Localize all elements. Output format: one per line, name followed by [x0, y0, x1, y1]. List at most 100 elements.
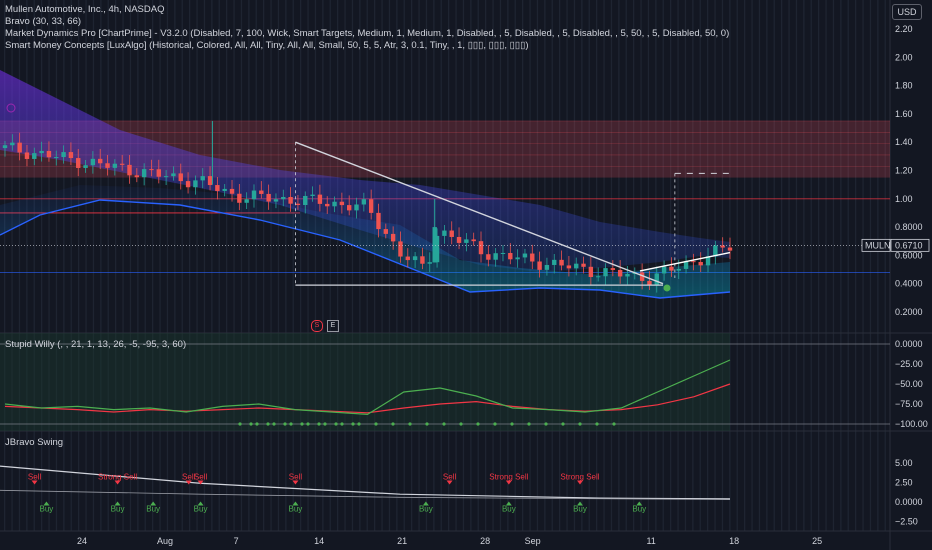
chart-title: Mullen Automotive, Inc., 4h, NASDAQ — [5, 4, 165, 15]
session-stripe — [803, 0, 805, 531]
candle-body — [515, 257, 520, 260]
time-tick-label: Aug — [157, 536, 173, 546]
willy-tick-label: −100.00 — [895, 419, 928, 429]
candle-body — [559, 259, 564, 266]
willy-dot — [351, 422, 355, 426]
candle-body — [76, 158, 81, 168]
pane2-title[interactable]: Stupid Willy (, , 21, 1, 13, 26, -5, -95… — [5, 339, 187, 350]
candle-body — [32, 153, 37, 159]
candle-body — [398, 241, 403, 257]
sell-label: Sell — [182, 473, 196, 482]
sell-label: Sell — [289, 473, 303, 482]
willy-dot — [561, 422, 565, 426]
candle-body — [237, 193, 242, 203]
signal-circle — [6, 103, 16, 113]
session-stripe — [640, 0, 642, 531]
session-stripe — [55, 0, 58, 531]
candle-body — [625, 274, 630, 277]
price-tag-box — [890, 238, 930, 252]
session-start-marker[interactable]: S — [311, 320, 323, 332]
candle-body — [412, 256, 418, 261]
candle-body — [427, 262, 432, 264]
swing-line-2 — [0, 489, 731, 501]
rising-line — [639, 251, 731, 272]
session-stripe — [166, 0, 169, 531]
sell-label: Strong Sell — [560, 473, 599, 482]
sell-marker — [446, 480, 453, 485]
swing-tick-label: 5.00 — [895, 458, 913, 468]
sell-label: Sell — [443, 473, 457, 482]
indicator-smc[interactable]: Smart Money Concepts [LuxAlgo] (Historic… — [5, 40, 529, 51]
willy-dot — [323, 422, 327, 426]
willy-dot — [289, 422, 293, 426]
candle-body — [552, 259, 557, 265]
buy-marker — [422, 501, 429, 506]
candle-body — [251, 190, 257, 200]
candle-body — [193, 180, 198, 188]
candle-body — [10, 142, 15, 146]
candle-body — [24, 152, 30, 159]
sell-marker — [114, 480, 121, 485]
candle-body — [266, 193, 271, 202]
candle-body — [647, 280, 652, 285]
willy-dot — [493, 422, 497, 426]
candle-body — [281, 196, 286, 200]
candle-body — [654, 273, 659, 285]
candle-body — [478, 241, 484, 255]
session-stripe — [196, 0, 198, 531]
candle-body — [713, 245, 718, 257]
session-stripe — [840, 0, 842, 531]
candle-body — [544, 264, 550, 270]
session-stripe — [884, 0, 886, 531]
session-stripe — [396, 0, 398, 531]
candle-body — [259, 190, 264, 194]
session-stripe — [48, 0, 50, 531]
willy-dot — [300, 422, 304, 426]
session-stripe — [869, 0, 872, 531]
candle-body — [361, 199, 367, 205]
willy-dot — [544, 422, 548, 426]
session-stripe — [359, 0, 361, 531]
time-tick-label: 7 — [234, 536, 239, 546]
buy-label: Buy — [289, 505, 303, 514]
sell-label: Strong Sell — [489, 473, 528, 482]
currency-button[interactable]: USD — [892, 4, 922, 20]
candle-body — [215, 185, 220, 191]
trend-cloud — [0, 70, 730, 272]
session-end-marker[interactable]: E — [327, 320, 339, 332]
candle-body — [244, 199, 249, 203]
candle-body — [273, 199, 279, 202]
session-stripe — [337, 0, 339, 531]
session-stripe — [344, 0, 346, 531]
indicator-bravo[interactable]: Bravo (30, 33, 66) — [5, 16, 82, 27]
candle-body — [420, 256, 425, 264]
session-stripe — [314, 0, 317, 531]
candle-body — [54, 157, 59, 159]
buy-label: Buy — [419, 505, 433, 514]
session-stripe — [307, 0, 309, 531]
sell-marker — [505, 480, 512, 485]
candle-body — [486, 254, 491, 260]
candle-body — [537, 261, 542, 270]
candle-body — [68, 152, 74, 159]
candle-body — [449, 230, 454, 237]
buy-label: Buy — [573, 505, 587, 514]
candle-body — [405, 256, 410, 261]
price-tick-label: 0.4000 — [895, 279, 923, 289]
candle-body — [661, 266, 667, 274]
buy-marker — [43, 501, 50, 506]
willy-dot — [578, 422, 582, 426]
time-tick-label: 24 — [77, 536, 87, 546]
candle-body — [149, 169, 154, 171]
sell-label: Sell — [28, 473, 42, 482]
session-stripe — [773, 0, 775, 531]
buy-marker — [292, 501, 299, 506]
indicator-market-dynamics[interactable]: Market Dynamics Pro [ChartPrime] - V3.2.… — [5, 28, 730, 39]
pane3-title[interactable]: JBravo Swing — [5, 437, 64, 448]
willy-tick-label: 0.0000 — [895, 339, 923, 349]
candle-body — [691, 261, 696, 263]
price-tick-label: 0.6000 — [895, 250, 923, 260]
candle-body — [669, 266, 674, 271]
candle-body — [456, 236, 462, 243]
